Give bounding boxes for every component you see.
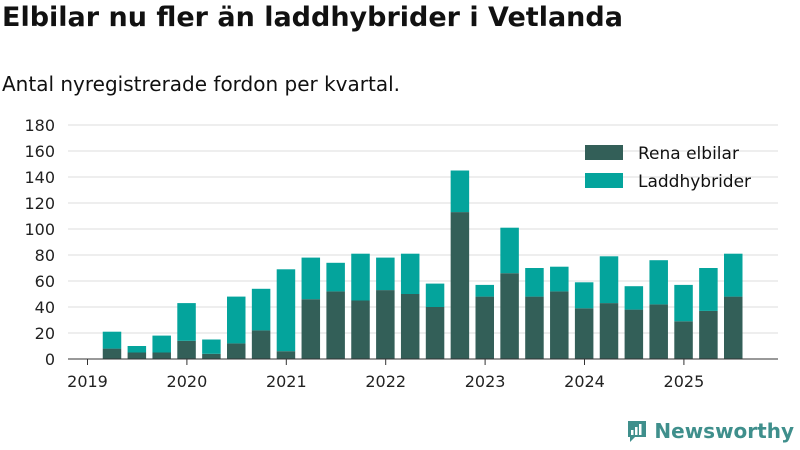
bar-laddhybrider [102,331,122,349]
y-tick-label: 160 [24,142,55,161]
bar-laddhybrider [301,257,321,300]
x-tick-label: 2025 [664,372,705,391]
x-tick-label: 2024 [564,372,605,391]
bar-rena-elbilar [227,343,246,359]
bar-rena-elbilar [102,348,122,359]
bar-laddhybrider [724,253,743,297]
y-tick-label: 80 [35,246,55,265]
y-tick-label: 0 [45,350,55,369]
bar-rena-elbilar [127,352,147,359]
x-tick-label: 2021 [266,372,307,391]
chart-title: Elbilar nu fler än laddhybrider i Vetlan… [2,2,623,33]
y-tick-label: 140 [24,168,55,187]
bar-rena-elbilar [276,351,296,359]
bar-laddhybrider [500,227,519,274]
bar-rena-elbilar [400,294,420,359]
legend-label: Laddhybrider [638,172,751,192]
bar-laddhybrider [152,335,171,353]
bar-laddhybrider [376,257,395,291]
bar-laddhybrider [624,286,644,310]
y-tick-label: 120 [24,194,55,213]
bar-rena-elbilar [450,212,470,359]
bar-rena-elbilar [500,273,519,359]
bar-rena-elbilar [351,300,370,359]
x-tick-label: 2020 [167,372,208,391]
bar-rena-elbilar [574,308,594,359]
bar-rena-elbilar [326,291,345,359]
brand: Newsworthy [626,419,794,443]
bar-laddhybrider [599,256,619,304]
bar-laddhybrider [450,170,470,213]
bar-laddhybrider [177,303,196,341]
bar-rena-elbilar [301,299,321,359]
bar-rena-elbilar [202,353,221,359]
y-tick-label: 40 [35,298,55,317]
brand-name: Newsworthy [654,419,794,443]
bar-rena-elbilar [376,290,395,359]
bar-rena-elbilar [624,309,644,359]
bar-laddhybrider [674,284,693,322]
legend-label: Rena elbilar [638,144,739,164]
bar-rena-elbilar [599,303,619,359]
bar-rena-elbilar [475,296,494,359]
bar-laddhybrider [400,253,420,294]
y-tick-label: 20 [35,324,55,343]
bar-laddhybrider [351,253,370,301]
legend-swatch-rena-elbilar [585,145,623,160]
bar-laddhybrider [699,268,718,311]
y-tick-label: 180 [24,116,55,135]
bar-rena-elbilar [724,296,743,359]
bar-rena-elbilar [251,330,271,359]
bar-laddhybrider [525,268,544,297]
bar-laddhybrider [550,266,569,292]
bar-laddhybrider [425,283,445,307]
legend-swatch-laddhybrider [585,173,623,188]
bar-laddhybrider [227,296,246,344]
y-tick-label: 60 [35,272,55,291]
newsworthy-logo-icon [628,421,647,442]
bar-rena-elbilar [152,352,171,359]
x-tick-label: 2023 [465,372,506,391]
bar-laddhybrider [251,288,271,331]
bar-rena-elbilar [550,291,569,359]
x-tick-label: 2022 [365,372,406,391]
bar-laddhybrider [202,339,221,354]
bar-laddhybrider [127,346,147,353]
bar-rena-elbilar [177,340,196,359]
bar-laddhybrider [475,284,494,297]
bar-rena-elbilar [525,296,544,359]
chart-subtitle: Antal nyregistrerade fordon per kvartal. [2,72,401,96]
bar-laddhybrider [276,269,296,352]
bar-rena-elbilar [425,307,445,359]
x-tick-label: 2019 [67,372,108,391]
y-tick-label: 100 [24,220,55,239]
bar-rena-elbilar [674,321,693,359]
bar-rena-elbilar [649,304,668,359]
bar-rena-elbilar [699,310,718,359]
bar-laddhybrider [574,282,594,309]
bar-laddhybrider [649,260,668,305]
bar-laddhybrider [326,262,345,292]
